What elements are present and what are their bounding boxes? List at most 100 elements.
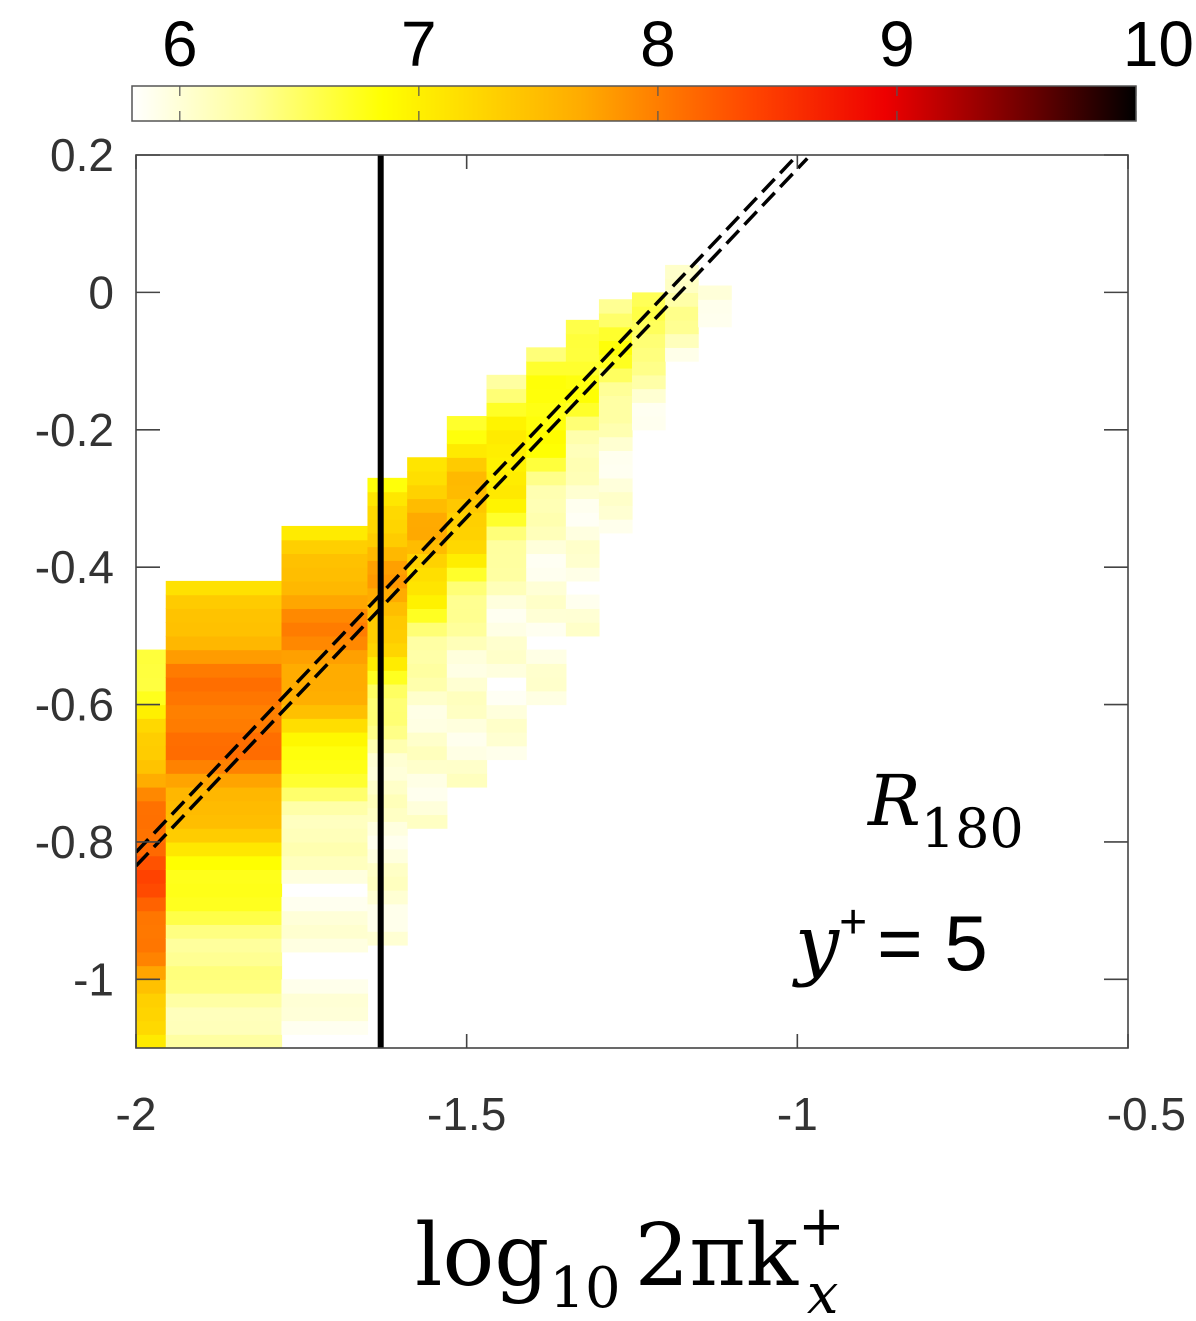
heatmap-cell [446, 567, 488, 582]
heatmap-cell [526, 443, 567, 458]
heatmap-cell [486, 732, 527, 747]
heatmap-cell [565, 470, 600, 486]
heatmap-cell [136, 649, 167, 664]
heatmap-cell [407, 677, 448, 692]
colorbar-tick-label: 10 [1123, 8, 1194, 80]
heatmap-cell [407, 457, 448, 472]
heatmap-cell [165, 979, 283, 994]
heatmap-cell [526, 374, 567, 390]
heatmap-cell [281, 979, 369, 994]
heatmap-cell [136, 993, 167, 1008]
heatmap-cell [486, 580, 527, 596]
case-label: R180 [866, 760, 1024, 860]
heatmap-cell [486, 553, 527, 568]
heatmap-cell [367, 862, 408, 877]
heatmap-cell [165, 580, 283, 596]
heatmap-cell [165, 690, 283, 706]
heatmap-cell [165, 677, 283, 692]
heatmap-cell [665, 278, 699, 293]
heatmap-cell [165, 1006, 283, 1022]
y-axis: 0.2 0 -0.2 -0.4 -0.6 -0.8 -1 [35, 129, 1128, 1005]
heatmap-cell [136, 883, 167, 898]
heatmap-cell [165, 896, 283, 912]
colorbar: 6 7 8 9 10 [131, 8, 1194, 122]
yplus-sup: + [839, 896, 867, 949]
heatmap-cell [281, 677, 369, 692]
heatmap-cell [136, 924, 167, 939]
heatmap-cell [565, 594, 600, 609]
heatmap-cell [367, 656, 408, 671]
reference-lines [136, 155, 809, 1048]
heatmap-cell [598, 450, 633, 465]
heatmap-cell [281, 608, 369, 623]
heatmap-cell [136, 965, 167, 980]
heatmap-cell [367, 560, 408, 575]
heatmap-cell [526, 429, 567, 445]
heatmap-cell [281, 896, 369, 912]
heatmap-cell [165, 1034, 283, 1048]
heatmap-cell [565, 608, 600, 623]
heatmap-cell [165, 869, 283, 884]
heatmap-cell [136, 896, 167, 912]
heatmap-cell [486, 718, 527, 733]
heatmap-cell [486, 622, 527, 637]
y-tick-label: 0.2 [50, 129, 114, 181]
heatmap-cell [598, 464, 633, 479]
heatmap-cell [526, 622, 567, 637]
heatmap-cell [632, 416, 666, 431]
y-tick-label: -0.2 [35, 404, 114, 456]
heatmap-cell [446, 718, 488, 733]
heatmap-cell [281, 938, 369, 953]
x-tick-label: -2 [116, 1088, 157, 1140]
heatmap-cell [526, 663, 567, 678]
heatmap-cell [281, 924, 369, 939]
heatmap-cell [598, 477, 633, 493]
heatmap-cell [598, 519, 633, 534]
heatmap-cell [565, 347, 600, 362]
heatmap-cell [598, 395, 633, 410]
heatmap-cell [165, 828, 283, 843]
heatmap-cell [526, 539, 567, 555]
case-label-main: R [866, 760, 921, 842]
heatmap-cell [486, 745, 527, 761]
heatmap-cell [526, 457, 567, 472]
heatmap-cell [407, 594, 448, 609]
heatmap-cell [598, 422, 633, 438]
heatmap-cell [446, 429, 488, 445]
heatmap-cell [367, 821, 408, 836]
heatmap-cell [165, 910, 283, 925]
heatmap-cell [281, 635, 369, 651]
heatmap-cell [632, 374, 666, 390]
colorbar-tick-label: 9 [879, 8, 915, 80]
heatmap-cell [367, 532, 408, 548]
heatmap-cell [565, 622, 600, 637]
heatmap-cell [136, 690, 167, 706]
heatmap-cell [486, 525, 527, 541]
heatmap-cell [165, 786, 283, 802]
heatmap-cell [407, 470, 448, 486]
heatmap-cell [165, 951, 283, 967]
heatmap-cell [665, 306, 699, 321]
heatmap-cell [281, 800, 369, 816]
heatmap-cell [526, 388, 567, 403]
heatmap-cell [486, 416, 527, 431]
heatmap-cell [367, 477, 408, 493]
heatmap-cell [632, 361, 666, 376]
heatmap-cell [367, 628, 408, 644]
heatmap-cell [526, 608, 567, 623]
heatmap-cell [526, 402, 567, 417]
heatmap-cell [165, 841, 283, 857]
yplus-var: y [792, 899, 840, 989]
heatmap-cell [446, 470, 488, 486]
heatmap-cell [165, 594, 283, 609]
heatmap-cell [598, 381, 633, 397]
heatmap-cell [367, 890, 408, 905]
heatmap-cell [281, 745, 369, 761]
xlabel-body: 2πk [635, 1206, 799, 1306]
heatmap-cell [565, 498, 600, 513]
heatmap-cell [698, 299, 732, 314]
colorbar-tick-label: 8 [640, 8, 676, 80]
y-tick-label: -0.6 [35, 679, 114, 731]
heatmap-cell [165, 608, 283, 623]
heatmap-cell [407, 498, 448, 513]
